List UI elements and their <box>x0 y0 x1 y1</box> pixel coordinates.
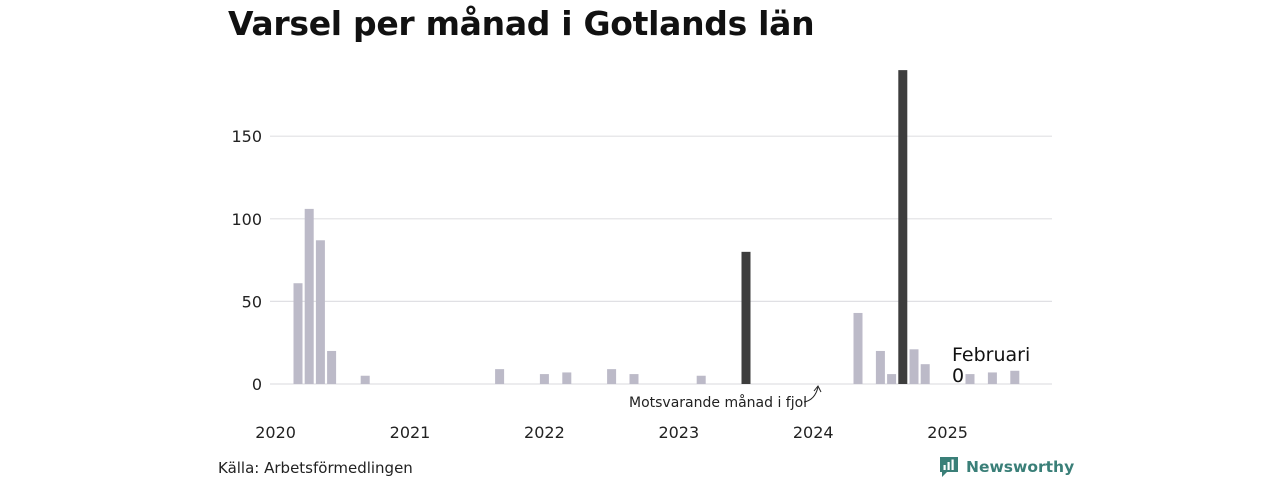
y-tick-label: 0 <box>252 375 262 394</box>
bar <box>629 374 639 384</box>
callout-group: Februari 0 <box>952 344 1030 387</box>
source-note: Källa: Arbetsförmedlingen <box>218 459 413 477</box>
bar <box>539 374 549 384</box>
bar-highlighted <box>741 251 751 384</box>
y-tick-label: 100 <box>231 210 262 229</box>
bar <box>562 372 572 384</box>
y-tick-label: 50 <box>242 292 262 311</box>
newsworthy-logo-icon <box>940 457 958 477</box>
annotation-arrow <box>803 386 819 403</box>
y-axis-ticks: 0 50 100 150 <box>231 127 262 394</box>
bar <box>1010 370 1020 384</box>
bar <box>987 372 997 384</box>
x-axis-ticks: 2020 2021 2022 2023 2024 2025 <box>255 423 968 442</box>
x-tick-label: 2023 <box>658 423 699 442</box>
bar <box>853 312 863 384</box>
bars <box>293 70 1020 385</box>
bar <box>875 350 885 384</box>
chart-title: Varsel per månad i Gotlands län <box>228 4 815 43</box>
annotation-group: Motsvarande månad i fjol <box>629 385 822 411</box>
bar <box>887 374 897 384</box>
y-tick-label: 150 <box>231 127 262 146</box>
gridlines <box>270 135 1052 385</box>
bar <box>495 369 505 384</box>
annotation-arrowhead <box>813 385 822 393</box>
annotation-label: Motsvarande månad i fjol <box>629 394 807 411</box>
x-tick-label: 2021 <box>390 423 431 442</box>
bar <box>607 369 617 384</box>
bar <box>909 349 919 384</box>
callout-month: Februari <box>952 344 1030 366</box>
bar <box>327 350 337 384</box>
x-tick-label: 2020 <box>255 423 296 442</box>
bar <box>360 375 370 384</box>
bar <box>315 240 325 384</box>
x-tick-label: 2024 <box>793 423 834 442</box>
bar <box>965 374 975 384</box>
callout-value: 0 <box>952 365 964 387</box>
bar <box>293 283 303 384</box>
bar <box>304 208 314 384</box>
bar-highlighted <box>898 70 908 385</box>
x-tick-label: 2025 <box>927 423 968 442</box>
bar <box>920 364 930 384</box>
brand-name: Newsworthy <box>966 458 1075 476</box>
x-tick-label: 2022 <box>524 423 565 442</box>
bar <box>696 375 706 384</box>
brand-logo[interactable]: Newsworthy <box>938 455 1074 479</box>
